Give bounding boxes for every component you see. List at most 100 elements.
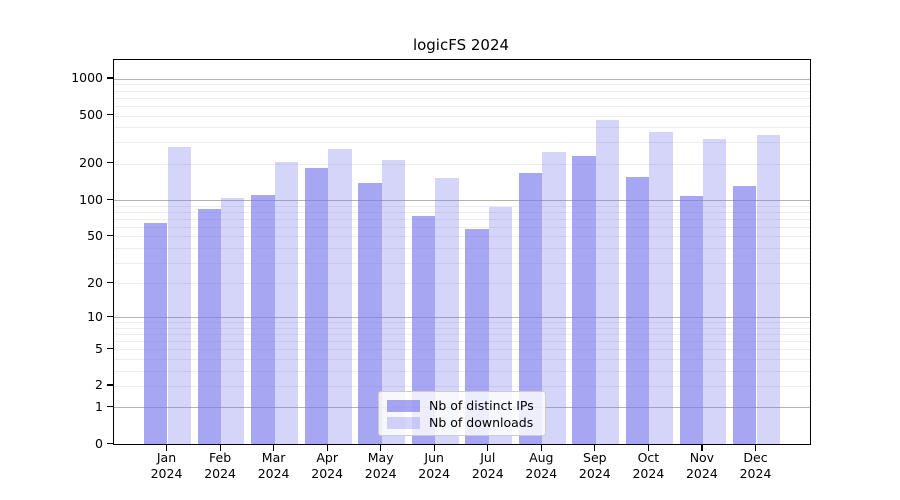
gridline-minor xyxy=(114,327,810,329)
bar-downloads-jun xyxy=(435,178,459,444)
y-tick-label: 1000 xyxy=(71,70,103,86)
y-tick-mark xyxy=(107,198,113,200)
bar-downloads-feb xyxy=(221,197,245,444)
y-tick-label: 50 xyxy=(87,227,103,243)
legend-swatch-downloads-icon xyxy=(387,416,420,429)
gridline-minor xyxy=(114,262,810,264)
y-tick-label: 1 xyxy=(95,398,103,414)
y-tick-mark xyxy=(107,405,113,408)
y-tick-mark xyxy=(107,162,113,164)
bar-downloads-aug xyxy=(542,152,566,444)
bar-distinct-ips-jun xyxy=(411,215,436,444)
bar-distinct-ips-apr xyxy=(304,167,329,444)
bar-distinct-ips-oct xyxy=(626,177,650,444)
legend-label-distinct-ips: Nb of distinct IPs xyxy=(429,398,534,413)
x-tick-mark xyxy=(433,445,435,451)
y-tick-label: 10 xyxy=(87,308,103,324)
gridline-minor xyxy=(114,163,810,165)
x-tick-label: Mar 2024 xyxy=(257,450,290,481)
gridline-minor xyxy=(114,226,810,228)
gridline-minor xyxy=(114,205,810,207)
gridline-minor xyxy=(114,370,810,372)
bar-downloads-jan xyxy=(167,147,191,444)
gridline-minor xyxy=(114,127,810,129)
x-tick-mark xyxy=(380,445,382,451)
y-tick-mark xyxy=(107,384,113,386)
gridline-minor xyxy=(114,334,810,336)
bar-downloads-mar xyxy=(274,162,298,444)
y-tick-mark xyxy=(107,77,113,79)
x-tick-mark xyxy=(755,445,757,451)
y-tick-label: 0 xyxy=(95,435,103,451)
bar-downloads-sep xyxy=(595,119,620,444)
plot-area xyxy=(113,59,811,445)
gridline-minor xyxy=(114,211,810,213)
x-tick-mark xyxy=(273,445,275,451)
gridline-minor xyxy=(114,349,810,351)
y-tick-mark xyxy=(107,281,113,283)
gridline-major xyxy=(114,317,810,319)
y-tick-mark xyxy=(107,442,113,444)
y-tick-mark xyxy=(107,234,113,236)
bar-downloads-nov xyxy=(702,139,727,444)
x-tick-label: Dec 2024 xyxy=(739,450,772,481)
y-tick-label: 200 xyxy=(79,155,103,171)
x-tick-label: Jan 2024 xyxy=(150,450,183,481)
gridline-minor xyxy=(114,84,810,86)
x-tick-label: Nov 2024 xyxy=(685,450,718,481)
chart-title: logicFS 2024 xyxy=(412,36,510,54)
gridline-minor xyxy=(114,218,810,220)
y-tick-label: 100 xyxy=(79,191,103,207)
bar-distinct-ips-may xyxy=(358,183,382,444)
gridline-minor xyxy=(114,385,810,387)
bar-downloads-jul xyxy=(488,206,513,444)
x-tick-label: Oct 2024 xyxy=(632,450,665,481)
x-tick-label: Sep 2024 xyxy=(578,450,611,481)
legend-label-downloads: Nb of downloads xyxy=(429,415,534,430)
gridline-minor xyxy=(114,105,810,107)
gridline-minor xyxy=(114,142,810,144)
bar-distinct-ips-nov xyxy=(679,196,703,444)
bar-downloads-oct xyxy=(649,132,673,444)
y-tick-mark xyxy=(107,347,113,349)
y-tick-label: 5 xyxy=(95,340,103,356)
x-tick-mark xyxy=(487,445,489,451)
bar-distinct-ips-sep xyxy=(572,156,596,444)
x-tick-mark xyxy=(647,445,650,451)
gridline-major xyxy=(114,78,810,80)
legend: Nb of distinct IPs Nb of downloads xyxy=(378,391,546,436)
bar-distinct-ips-aug xyxy=(518,173,543,444)
gridline-minor xyxy=(114,115,810,117)
bar-distinct-ips-jan xyxy=(144,222,168,444)
x-tick-mark xyxy=(540,445,542,451)
x-tick-label: Apr 2024 xyxy=(311,450,344,481)
gridline-minor xyxy=(114,236,810,238)
legend-row-downloads: Nb of downloads xyxy=(387,414,537,431)
bar-downloads-apr xyxy=(328,148,352,444)
x-tick-label: Aug 2024 xyxy=(525,450,558,481)
gridline-minor xyxy=(114,90,810,92)
bar-downloads-dec xyxy=(756,135,780,444)
y-tick-label: 2 xyxy=(95,377,103,393)
x-tick-mark xyxy=(326,445,328,451)
gridline-minor xyxy=(114,358,810,360)
x-tick-label: Feb 2024 xyxy=(204,450,236,481)
legend-row-distinct-ips: Nb of distinct IPs xyxy=(387,397,537,414)
gridline-minor xyxy=(114,247,810,249)
bar-distinct-ips-jul xyxy=(465,229,489,444)
gridline-minor xyxy=(114,322,810,324)
x-tick-label: May 2024 xyxy=(364,450,397,481)
gridline-major xyxy=(114,200,810,202)
y-tick-mark xyxy=(107,315,113,317)
bar-downloads-may xyxy=(381,159,406,444)
bar-distinct-ips-mar xyxy=(251,195,275,444)
x-tick-label: Jun 2024 xyxy=(418,450,451,481)
bar-distinct-ips-feb xyxy=(197,209,222,444)
gridline-minor xyxy=(114,97,810,99)
y-tick-label: 20 xyxy=(87,274,103,290)
legend-swatch-distinct-ips-icon xyxy=(387,399,420,412)
x-tick-label: Jul 2024 xyxy=(471,450,504,481)
x-tick-mark xyxy=(219,445,221,451)
y-tick-label: 500 xyxy=(79,107,103,122)
